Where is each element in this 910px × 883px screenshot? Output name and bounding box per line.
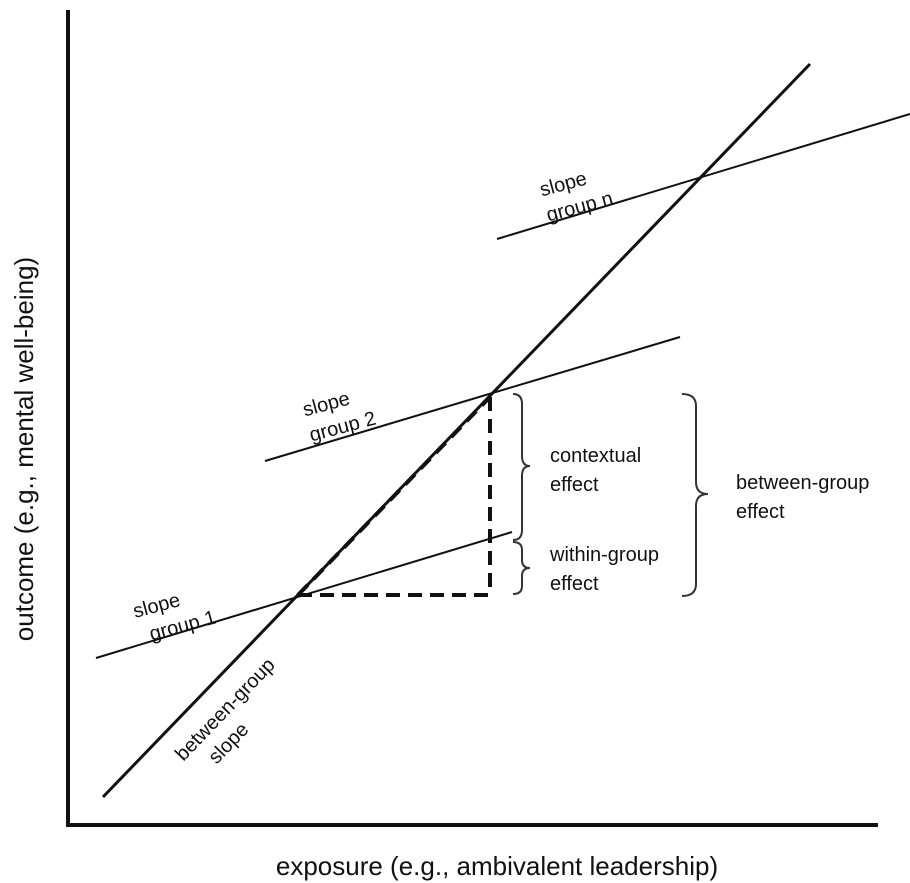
within-group-effect-brace [512, 541, 531, 595]
within-group-effect-label-line2: effect [550, 573, 599, 595]
y-axis-label: outcome (e.g., mental well-being) [9, 257, 39, 641]
between-group-effect-label-line1: between-group [736, 472, 869, 494]
contextual-effect-label-line2: effect [550, 474, 599, 496]
between-group-effect-brace [681, 393, 709, 597]
contextual-effect-brace [512, 393, 531, 541]
x-axis-label: exposure (e.g., ambivalent leadership) [276, 851, 718, 881]
within-group-effect-label-line1: within-group [549, 544, 659, 566]
contextual-effect-label-line1: contextual [550, 445, 641, 467]
between-group-effect-label-line2: effect [736, 501, 785, 523]
slope-group-2-line [264, 336, 681, 462]
dashed-hypotenuse [296, 395, 492, 597]
slope-group-n-line [496, 113, 910, 240]
